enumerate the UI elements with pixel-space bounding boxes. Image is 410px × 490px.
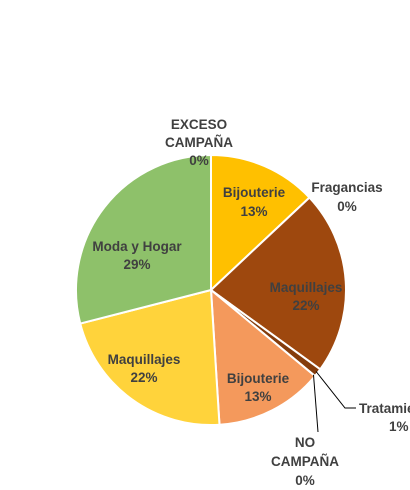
label-maquillajes-2-pct: 22%	[130, 370, 157, 385]
label-tratamientos-pct: 1%	[389, 419, 409, 434]
label-maquillajes-1: Maquillajes	[270, 280, 343, 295]
label-no-campana-line1: NO	[295, 435, 315, 450]
label-no-campana-pct: 0%	[295, 473, 315, 488]
label-exceso-campana-line2: CAMPAÑA	[165, 135, 233, 150]
label-bijouterie-2: Bijouterie	[227, 371, 290, 386]
leader-line-no-campana	[314, 375, 319, 432]
label-moda-y-hogar: Moda y Hogar	[92, 239, 182, 254]
label-bijouterie-1: Bijouterie	[223, 185, 286, 200]
label-exceso-campana-line1: EXCESO	[171, 117, 227, 132]
leader-line-tratamientos	[316, 372, 356, 409]
label-tratamientos: Tratamientos	[359, 401, 410, 416]
label-moda-y-hogar-pct: 29%	[123, 257, 150, 272]
label-maquillajes-1-pct: 22%	[292, 298, 319, 313]
label-no-campana-line2: CAMPAÑA	[271, 454, 339, 469]
leader-lines	[314, 372, 357, 433]
label-maquillajes-2: Maquillajes	[108, 352, 181, 367]
label-bijouterie-1-pct: 13%	[240, 204, 267, 219]
label-bijouterie-2-pct: 13%	[244, 389, 271, 404]
label-exceso-campana-pct: 0%	[189, 153, 209, 168]
label-fragancias: Fragancias	[311, 180, 382, 195]
label-fragancias-pct: 0%	[337, 199, 357, 214]
